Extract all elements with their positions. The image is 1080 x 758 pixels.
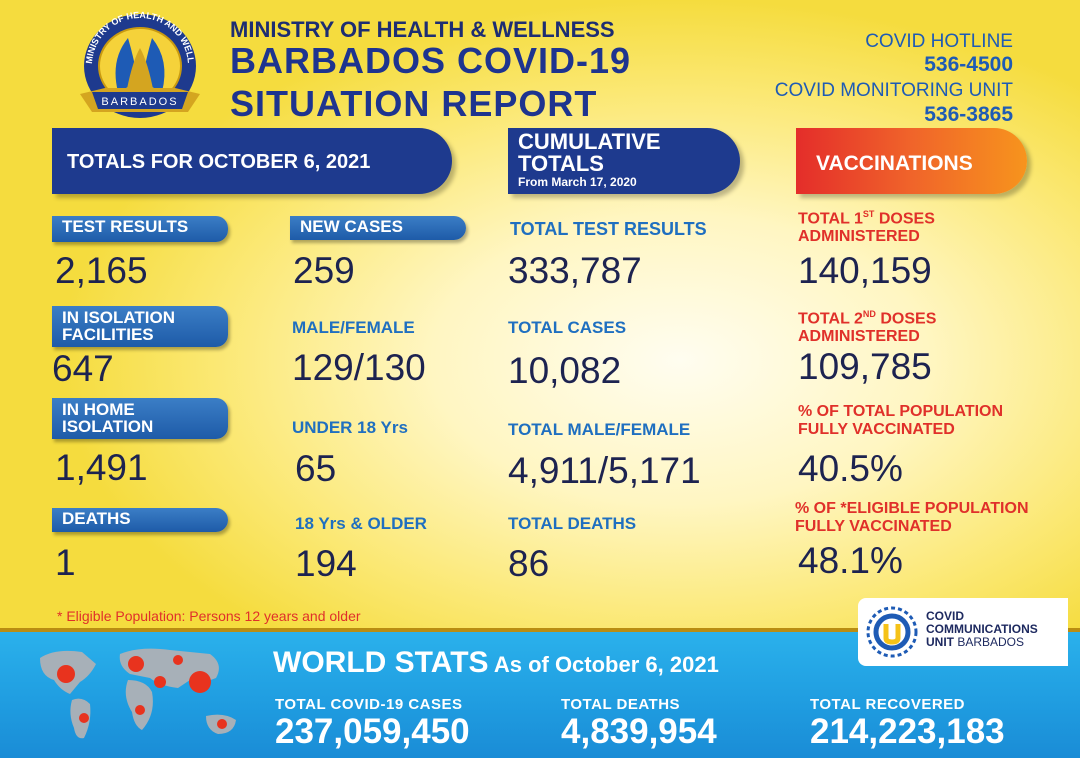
new-cases-label: NEW CASES [290, 216, 466, 240]
virus-marker [217, 719, 227, 729]
world-stats-date: As of October 6, 2021 [488, 652, 719, 677]
total-tests-value: 333,787 [508, 250, 642, 291]
first-doses-label-sup: ST [862, 209, 875, 219]
report-title-line2: SITUATION REPORT [230, 83, 598, 124]
second-doses-label-sup: ND [862, 309, 876, 319]
cumulative-banner-line2: TOTALS [518, 151, 604, 176]
total-deaths-value: 86 [508, 543, 550, 584]
virus-marker [79, 713, 89, 723]
pct-total-value: 40.5% [798, 448, 903, 489]
virus-marker [57, 665, 75, 683]
world-cases-value: 237,059,450 [275, 712, 470, 751]
ccu-line1: COVID [926, 609, 965, 623]
test-results-value: 2,165 [55, 250, 148, 291]
monitoring-label: COVID MONITORING UNIT [774, 80, 1013, 101]
ccu-logo-icon [866, 606, 918, 658]
cumulative-banner-line1: CUMULATIVE [518, 129, 661, 154]
second-doses-label-b: DOSES [875, 310, 937, 328]
first-doses-label-b: DOSES [874, 210, 935, 228]
first-doses-label: TOTAL 1ST DOSES ADMINISTERED [798, 205, 935, 246]
ministry-name: MINISTRY OF HEALTH & WELLNESS [230, 17, 615, 42]
isolation-facilities-label-line1: IN ISOLATION [62, 308, 176, 327]
male-female-value: 129/130 [292, 347, 426, 388]
second-doses-label: TOTAL 2ND DOSES ADMINISTERED [798, 305, 936, 346]
under-18-value: 65 [295, 448, 337, 489]
over-18-label: 18 Yrs & OLDER [295, 514, 427, 533]
second-doses-value: 109,785 [798, 346, 932, 387]
ccu-text: COVID COMMUNICATIONS UNIT BARBADOS [926, 610, 1038, 649]
ccu-line3a: UNIT [926, 635, 954, 649]
ministry-logo: MINISTRY OF HEALTH AND WELLNESS BARBADOS [70, 8, 200, 118]
world-stats-title: WORLD STATS As of October 6, 2021 [273, 646, 719, 680]
pct-total-label-line2: FULLY VACCINATED [798, 421, 955, 438]
new-cases-value: 259 [293, 250, 355, 291]
first-doses-label-line2: ADMINISTERED [798, 228, 920, 246]
home-isolation-value: 1,491 [55, 447, 148, 488]
totals-banner-text: TOTALS FOR OCTOBER 6, 2021 [67, 151, 371, 173]
over-18-value: 194 [295, 543, 357, 584]
home-isolation-label-line1: IN HOME [62, 400, 135, 419]
virus-marker [173, 655, 183, 665]
virus-marker [154, 676, 166, 688]
vaccinations-banner-text: VACCINATIONS [816, 152, 973, 175]
first-doses-value: 140,159 [798, 250, 932, 291]
pct-eligible-label: % OF *ELIGIBLE POPULATION FULLY VACCINAT… [795, 500, 1029, 536]
total-deaths-label: TOTAL DEATHS [508, 514, 637, 533]
total-male-female-value: 4,911/5,171 [508, 450, 701, 491]
second-doses-label-a: TOTAL 2 [798, 310, 863, 328]
world-recovered-value: 214,223,183 [810, 712, 1005, 751]
world-deaths-value: 4,839,954 [561, 712, 717, 751]
world-recovered-label: TOTAL RECOVERED [810, 696, 966, 713]
world-stats-heading: WORLD STATS [273, 646, 489, 679]
first-doses-label-a: TOTAL 1 [798, 210, 863, 228]
virus-marker [135, 705, 145, 715]
report-title-line1: BARBADOS COVID-19 [230, 40, 632, 81]
pct-total-label: % OF TOTAL POPULATION FULLY VACCINATED [798, 403, 1003, 439]
isolation-facilities-label-line2: FACILITIES [62, 325, 154, 344]
pct-total-label-line1: % OF TOTAL POPULATION [798, 403, 1004, 420]
hotline-number: 536-4500 [924, 53, 1013, 76]
test-results-label: TEST RESULTS [52, 216, 228, 242]
pct-eligible-label-line2: FULLY VACCINATED [795, 518, 952, 535]
total-cases-label: TOTAL CASES [508, 318, 627, 337]
vaccinations-banner: VACCINATIONS [796, 128, 1027, 194]
total-cases-value: 10,082 [508, 350, 622, 391]
virus-marker [189, 671, 211, 693]
male-female-label: MALE/FEMALE [292, 318, 415, 337]
footnote: * Eligible Population: Persons 12 years … [57, 608, 361, 624]
cumulative-banner: CUMULATIVE TOTALS From March 17, 2020 [508, 128, 740, 194]
monitoring-number: 536-3865 [924, 103, 1013, 126]
world-map-icon [40, 648, 236, 739]
world-deaths-label: TOTAL DEATHS [561, 696, 681, 713]
ccu-card: COVID COMMUNICATIONS UNIT BARBADOS [858, 598, 1068, 666]
home-isolation-label-line2: ISOLATION [62, 417, 154, 436]
pct-eligible-value: 48.1% [798, 540, 903, 581]
under-18-label: UNDER 18 Yrs [292, 418, 408, 437]
cumulative-banner-sub: From March 17, 2020 [518, 175, 637, 189]
ccu-line2: COMMUNICATIONS [926, 622, 1038, 636]
isolation-facilities-value: 647 [52, 348, 114, 389]
total-tests-label: TOTAL TEST RESULTS [510, 219, 707, 239]
hotline-label: COVID HOTLINE [865, 31, 1013, 52]
home-isolation-label: IN HOME ISOLATION [52, 398, 228, 439]
logo-text-bottom: BARBADOS [101, 96, 178, 108]
deaths-value: 1 [55, 542, 76, 583]
isolation-facilities-label: IN ISOLATION FACILITIES [52, 306, 228, 347]
second-doses-label-line2: ADMINISTERED [798, 328, 920, 346]
total-male-female-label: TOTAL MALE/FEMALE [508, 420, 691, 439]
world-cases-label: TOTAL COVID-19 CASES [275, 696, 463, 713]
ccu-line3b: BARBADOS [954, 635, 1025, 649]
totals-banner: TOTALS FOR OCTOBER 6, 2021 [52, 128, 452, 194]
pct-eligible-label-line1: % OF *ELIGIBLE POPULATION [795, 500, 1029, 517]
virus-marker [128, 656, 144, 672]
deaths-label: DEATHS [52, 508, 228, 532]
